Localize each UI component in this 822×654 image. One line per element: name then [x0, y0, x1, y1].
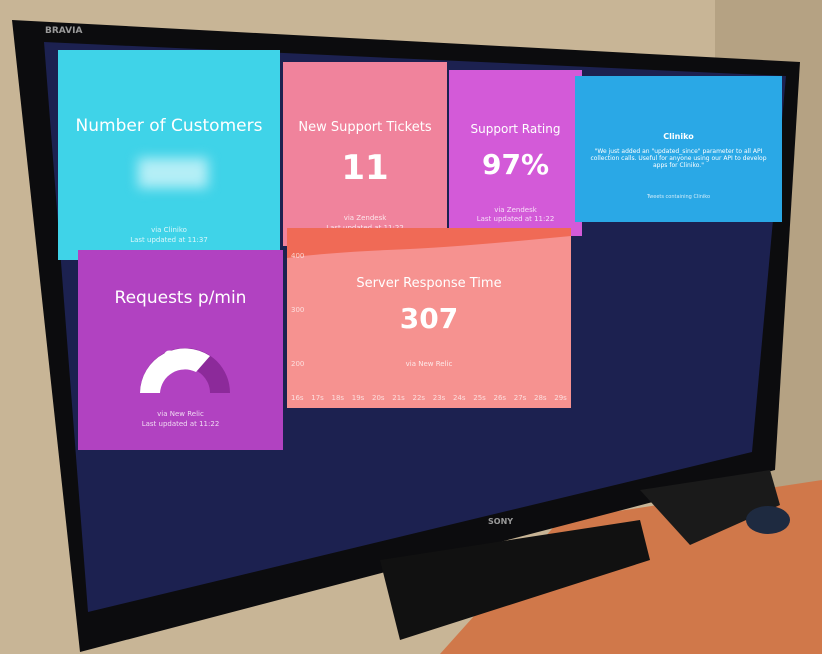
tile-title: Support Rating	[470, 122, 561, 136]
blurred-value	[138, 158, 208, 188]
axis-label: 20s	[372, 394, 385, 402]
tile-source: via New Relic	[405, 360, 453, 368]
axis-label: 26s	[493, 394, 507, 402]
keyboard	[640, 470, 780, 545]
axis-label: 18s	[331, 394, 345, 402]
tile-title: Requests p/min	[114, 288, 247, 308]
tile-source: via Cliniko	[151, 226, 187, 234]
tweet-footer: Tweets containing Cliniko	[646, 194, 711, 200]
axis-label: 21s	[392, 394, 405, 402]
response-area	[287, 228, 571, 258]
axis-label: 17s	[311, 394, 324, 402]
axis-label: 400	[291, 252, 305, 260]
tile-value: 97%	[481, 148, 550, 181]
tweet-text: "We just added an "updated_since" parame…	[590, 148, 767, 169]
tv-stand	[380, 520, 650, 640]
tv-brand: SONY	[488, 517, 514, 526]
tile-title: Number of Customers	[75, 116, 263, 136]
mouse	[746, 506, 790, 534]
axis-label: 29s	[554, 394, 567, 402]
axis-label: 28s	[534, 394, 547, 402]
tile-value: 636	[162, 348, 199, 368]
tile-updated: Last updated at 11:37	[130, 236, 208, 244]
customers-tile: Number of Customers via Cliniko Last upd…	[58, 50, 280, 260]
gauge	[140, 348, 230, 393]
area	[287, 228, 571, 258]
tile-title: New Support Tickets	[298, 120, 432, 135]
response-tile: 400 300 200 Server Response Time 307 via N…	[287, 228, 571, 408]
axis-label: 25s	[473, 394, 486, 402]
tickets-tile: New Support Tickets 11 via Zendesk Last …	[283, 62, 447, 246]
requests-tile: Requests p/min 636 via New Relic Last up…	[78, 250, 283, 450]
axis-label: 200	[291, 360, 305, 368]
axis-label: 27s	[513, 394, 527, 402]
tv-model: BRAVIA	[45, 26, 83, 36]
tile-value: 11	[341, 148, 389, 188]
axis-label: 24s	[453, 394, 466, 402]
tile-value: 307	[399, 302, 459, 335]
x-labels: 16s 17s 18s 19s 20s 21s 22s 23s 24s 25s 26s 27s 28s 2…	[291, 394, 567, 402]
tile-source: via Zendesk	[494, 206, 537, 214]
axis-label: 16s	[291, 394, 304, 402]
gauge-fill	[140, 348, 210, 393]
rating-tile: Support Rating 97% via Zendesk Last upda…	[449, 70, 582, 236]
tile-updated: Last updated at 11:22	[476, 215, 555, 223]
axis-label: 23s	[432, 394, 446, 402]
twitter-tile: Cliniko "We just added an "updated_since…	[575, 76, 782, 222]
axis-label: 300	[291, 306, 305, 314]
tile-updated: Last updated at 11:22	[141, 420, 220, 428]
axis-label: 22s	[412, 394, 426, 402]
axis-label: 19s	[351, 394, 365, 402]
tile-source: via Zendesk	[343, 214, 387, 222]
tile-title: Server Response Time	[356, 276, 502, 291]
tweet-account: Cliniko	[663, 132, 694, 141]
tile-source: via New Relic	[157, 410, 204, 418]
